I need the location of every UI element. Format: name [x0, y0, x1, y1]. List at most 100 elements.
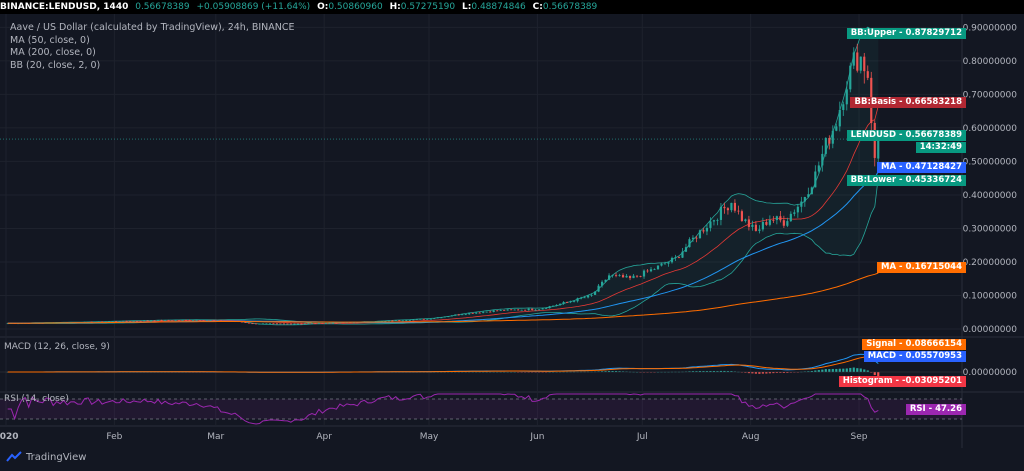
candle-body: [478, 312, 481, 314]
macd-histogram-bar: [814, 370, 817, 372]
candle-body: [520, 309, 523, 311]
candle-body: [552, 305, 555, 307]
brand-name: TradingView: [26, 451, 87, 463]
macd-histogram-bar: [765, 372, 768, 374]
candle-body: [642, 270, 646, 277]
candle-body: [545, 308, 548, 309]
candle-body: [289, 323, 293, 325]
macd-histogram-bar: [607, 371, 611, 372]
candle-body: [307, 323, 310, 325]
candle-body: [698, 230, 702, 239]
macd-histogram-bar: [856, 368, 859, 372]
candle-body: [674, 257, 677, 259]
candle-body: [649, 269, 653, 272]
candle-body: [174, 320, 177, 321]
macd-histogram-bar: [838, 368, 841, 372]
candle-body: [115, 321, 118, 323]
chart-title[interactable]: Aave / US Dollar (calculated by TradingV…: [10, 22, 295, 33]
price-tick-label: 0.80000000: [963, 57, 1018, 67]
candle-body: [688, 239, 691, 248]
candle-body: [635, 275, 639, 277]
tradingview-logo[interactable]: TradingView: [6, 451, 86, 463]
candle-body: [342, 322, 345, 324]
rsi-band: [0, 399, 962, 419]
candle-body: [761, 222, 764, 230]
candle-body: [300, 323, 303, 325]
macd-histogram-bar: [702, 371, 705, 372]
candle-body: [482, 311, 485, 313]
candle-body: [394, 320, 397, 321]
low-value: 0.48874846: [471, 2, 526, 12]
macd-histogram-bar: [866, 370, 869, 372]
candle-body: [600, 281, 604, 286]
candle-body: [859, 56, 862, 71]
candle-body: [475, 312, 478, 314]
candle-body: [240, 321, 244, 323]
ma200-legend[interactable]: MA (200, close, 0): [10, 47, 96, 58]
candle-body: [163, 320, 167, 321]
candle-body: [436, 317, 439, 319]
price-change: +0.05908869 (+11.64%): [196, 2, 311, 12]
candle-body: [398, 320, 401, 321]
time-tick-label: Aug: [742, 432, 760, 442]
candle-body: [604, 279, 607, 282]
macd-histogram-bar: [863, 369, 866, 372]
candle-body: [632, 275, 635, 279]
candle-body: [143, 320, 146, 322]
candle-body: [122, 320, 125, 322]
candle-body: [614, 274, 618, 276]
candle-body: [793, 212, 796, 214]
candle-body: [803, 196, 806, 202]
candle-body: [775, 216, 778, 221]
ma50-legend[interactable]: MA (50, close, 0): [10, 34, 90, 46]
bb-legend[interactable]: BB (20, close, 2, 0): [10, 59, 101, 71]
candle-body: [751, 224, 754, 227]
candle-body: [758, 229, 761, 231]
price-tick-label: 0.40000000: [963, 191, 1018, 201]
candle-body: [583, 297, 586, 299]
symbol-header: BINANCE:LENDUSD, 1440 0.56678389 +0.0590…: [0, 0, 1024, 14]
footer-bar: [0, 448, 1024, 471]
rsi-tag: RSI - 47.26: [905, 404, 966, 415]
candle-body: [310, 323, 313, 325]
candle-body: [254, 323, 258, 325]
rsi-pane-label[interactable]: RSI (14, close): [4, 394, 69, 404]
candle-body: [506, 309, 509, 311]
candle-body: [702, 230, 705, 232]
macd-histogram-bar: [828, 369, 831, 372]
candle-body: [443, 316, 446, 318]
axes: 0.90000000 0.80000000 0.70000000 0.60000000…: [0, 23, 1017, 442]
tradingview-icon: [6, 451, 22, 462]
high-label: H:: [389, 2, 401, 12]
macd-histogram-bar: [758, 372, 761, 374]
candle-body: [489, 311, 492, 313]
candle-body: [177, 320, 181, 321]
candle-body: [716, 219, 719, 221]
macd-histogram-bar: [691, 371, 695, 372]
candle-body: [136, 320, 139, 322]
candle-body: [607, 275, 611, 280]
candle-body: [125, 320, 128, 322]
macd-histogram-bar: [705, 371, 709, 372]
candle-body: [317, 323, 320, 324]
candle-body: [338, 322, 341, 324]
macd-pane-label[interactable]: MACD (12, 26, close, 9): [4, 342, 110, 352]
macd-histogram-bar: [849, 367, 852, 372]
candle-body: [268, 323, 272, 325]
price-tick-label: 0.70000000: [963, 90, 1018, 100]
candle-body: [842, 104, 845, 111]
price-tick-label: 0.20000000: [963, 258, 1018, 268]
macd-histogram-bar: [817, 370, 820, 372]
candle-body: [314, 323, 317, 325]
candle-body: [293, 323, 296, 325]
candle-body: [569, 301, 572, 303]
candle-body: [517, 309, 520, 311]
bb-lower-tag: BB:Lower - 0.45336724: [846, 175, 966, 186]
symbol-title[interactable]: BINANCE:LENDUSD, 1440: [0, 2, 129, 12]
candle-body: [653, 269, 656, 271]
candle-body: [845, 89, 848, 105]
macd-histogram-bar: [726, 371, 730, 372]
candle-body: [670, 257, 674, 263]
candle-body: [492, 310, 495, 313]
